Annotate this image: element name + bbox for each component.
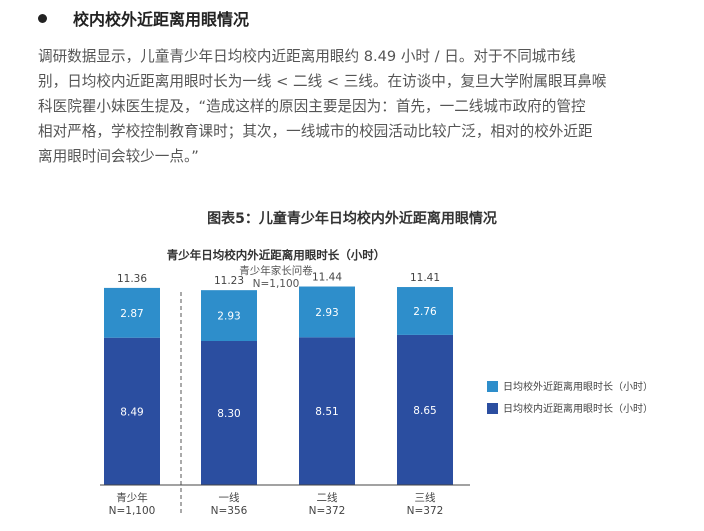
data-label-in-school: 8.30 [217,408,240,420]
data-label-out-school: 2.93 [217,311,240,323]
total-label: 11.44 [312,272,342,284]
category-n-label: N=372 [309,505,346,517]
data-label-in-school: 8.51 [315,406,338,418]
legend-swatch-in-school [487,403,498,414]
bar-out-school [201,290,257,341]
total-label: 11.36 [117,273,147,285]
data-label-in-school: 8.49 [120,406,143,418]
category-label: 三线 [415,491,436,504]
bar-in-school [397,334,453,485]
paragraph-line: 离用眼时间会较少一点。” [38,148,199,165]
total-label: 11.41 [410,272,440,284]
chart-title: 青少年日均校内外近距离用眼时长（小时） [167,248,386,262]
bar-in-school [299,337,355,485]
data-label-out-school: 2.87 [120,308,143,320]
stacked-bar-chart: 青少年日均校内外近距离用眼时长（小时）青少年家长问卷N=1,1008.492.8… [100,248,653,517]
data-label-out-school: 2.93 [315,307,338,319]
bullet-icon [38,13,47,23]
body-paragraph: 调研数据显示，儿童青少年日均校内近距离用眼约 8.49 小时 / 日。对于不同城… [38,44,700,169]
category-n-label: N=356 [211,505,248,517]
legend-label-out-school: 日均校外近距离用眼时长（小时） [503,380,653,393]
bar-out-school [397,287,453,335]
category-label: 青少年 [116,491,148,504]
category-n-label: N=372 [407,505,444,517]
chart-subtitle: 青少年家长问卷 [239,264,313,277]
bar-in-school [104,337,160,485]
paragraph-line: 调研数据显示，儿童青少年日均校内近距离用眼约 8.49 小时 / 日。对于不同城… [38,48,576,65]
paragraph-line: 相对严格，学校控制教育课时；其次，一线城市的校园活动比较广泛，相对的校外近距 [38,123,593,140]
section-title: 校内校外近距离用眼情况 [73,10,250,29]
figure-title: 图表5：儿童青少年日均校内外近距离用眼情况 [207,211,497,227]
chart-sample-note: N=1,100 [253,278,300,290]
legend-swatch-out-school [487,381,498,392]
bar-out-school [104,287,160,338]
paragraph-line: 别，日均校内近距离用眼时长为一线 < 二线 < 三线。在访谈中，复旦大学附属眼耳… [38,73,607,90]
bar-out-school [299,286,355,338]
category-n-label: N=1,100 [109,505,156,517]
category-label: 二线 [317,491,338,504]
legend-label-in-school: 日均校内近距离用眼时长（小时） [503,402,653,415]
category-label: 一线 [219,491,240,504]
section-heading: 校内校外近距离用眼情况 [38,6,249,30]
data-label-out-school: 2.76 [413,306,437,318]
total-label: 11.23 [214,275,244,287]
bar-in-school [201,340,257,485]
paragraph-line: 科医院瞿小妹医生提及，“造成这样的原因主要是因为：首先，一二线城市政府的管控 [38,98,586,115]
data-label-in-school: 8.65 [413,405,436,417]
